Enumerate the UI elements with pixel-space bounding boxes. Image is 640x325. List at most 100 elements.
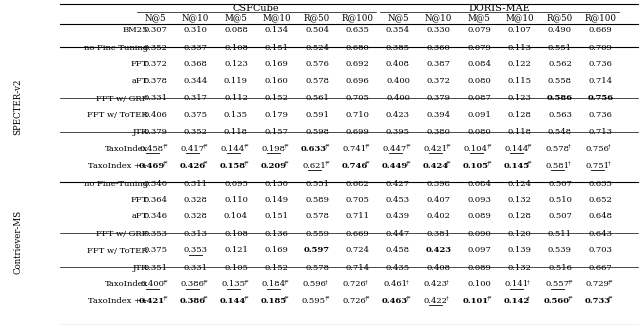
Text: 0.408: 0.408 — [426, 264, 451, 272]
Text: 0.307: 0.307 — [143, 26, 167, 34]
Text: 0.149: 0.149 — [264, 196, 289, 204]
Text: †*: †* — [284, 279, 289, 284]
Text: JTR: JTR — [132, 264, 148, 272]
Text: 0.461: 0.461 — [383, 280, 407, 289]
Text: 0.179: 0.179 — [264, 111, 289, 119]
Text: 0.337: 0.337 — [184, 44, 207, 52]
Text: 0.108: 0.108 — [224, 230, 248, 238]
Text: †*: †* — [203, 160, 209, 165]
Text: 0.139: 0.139 — [508, 246, 531, 254]
Text: 0.578: 0.578 — [305, 77, 329, 85]
Text: †*: †* — [284, 160, 289, 165]
Text: 0.576: 0.576 — [305, 60, 329, 69]
Text: M@10: M@10 — [262, 14, 291, 22]
Text: 0.458: 0.458 — [386, 246, 410, 254]
Text: †*: †* — [163, 296, 168, 301]
Text: 0.597: 0.597 — [304, 246, 330, 254]
Text: 0.141: 0.141 — [504, 280, 529, 289]
Text: 0.426: 0.426 — [179, 162, 205, 170]
Text: 0.104: 0.104 — [224, 213, 248, 220]
Text: R@50: R@50 — [547, 14, 573, 22]
Text: 0.375: 0.375 — [143, 246, 167, 254]
Text: 0.510: 0.510 — [548, 196, 572, 204]
Text: 0.091: 0.091 — [467, 111, 491, 119]
Text: 0.596: 0.596 — [302, 280, 326, 289]
Text: 0.317: 0.317 — [184, 95, 207, 102]
Text: no Fine-Tuning: no Fine-Tuning — [84, 179, 148, 188]
Text: 0.313: 0.313 — [184, 230, 207, 238]
Text: †*: †* — [608, 279, 614, 284]
Text: 0.699: 0.699 — [346, 128, 369, 136]
Text: †: † — [527, 296, 530, 301]
Text: 0.458: 0.458 — [140, 145, 164, 153]
Text: FFT w/ GRF: FFT w/ GRF — [97, 230, 148, 238]
Text: BM25: BM25 — [123, 26, 148, 34]
Text: 0.449: 0.449 — [382, 162, 408, 170]
Text: 0.328: 0.328 — [184, 213, 207, 220]
Text: 0.311: 0.311 — [184, 179, 207, 188]
Text: †*: †* — [446, 160, 451, 165]
Text: †*: †* — [203, 144, 209, 149]
Text: aFT: aFT — [132, 77, 148, 85]
Text: Contriever-MS: Contriever-MS — [13, 210, 22, 274]
Text: 0.344: 0.344 — [184, 77, 207, 85]
Text: 0.368: 0.368 — [184, 60, 207, 69]
Text: 0.539: 0.539 — [548, 246, 572, 254]
Text: 0.643: 0.643 — [589, 230, 612, 238]
Text: SPECTER-v2: SPECTER-v2 — [13, 79, 22, 135]
Text: R@100: R@100 — [342, 14, 374, 22]
Text: 0.375: 0.375 — [184, 111, 207, 119]
Text: 0.185: 0.185 — [260, 297, 287, 305]
Text: 0.169: 0.169 — [264, 246, 289, 254]
Text: 0.346: 0.346 — [143, 213, 167, 220]
Text: 0.400: 0.400 — [386, 77, 410, 85]
Text: 0.079: 0.079 — [467, 44, 491, 52]
Text: 0.151: 0.151 — [264, 44, 289, 52]
Text: 0.402: 0.402 — [427, 213, 451, 220]
Text: CSFCube: CSFCube — [233, 4, 280, 13]
Text: †*: †* — [365, 160, 371, 165]
Text: 0.364: 0.364 — [143, 196, 167, 204]
Text: 0.128: 0.128 — [508, 213, 531, 220]
Text: †*: †* — [608, 296, 614, 301]
Text: 0.435: 0.435 — [386, 264, 410, 272]
Text: 0.118: 0.118 — [224, 128, 248, 136]
Text: †*: †* — [203, 279, 209, 284]
Text: 0.680: 0.680 — [346, 44, 369, 52]
Text: 0.463: 0.463 — [382, 297, 408, 305]
Text: †*: †* — [406, 144, 411, 149]
Text: 0.158: 0.158 — [220, 162, 246, 170]
Text: 0.751: 0.751 — [586, 162, 609, 170]
Text: †: † — [568, 144, 570, 149]
Text: 0.439: 0.439 — [386, 213, 410, 220]
Text: 0.135: 0.135 — [221, 280, 245, 289]
Text: 0.353: 0.353 — [184, 246, 207, 254]
Text: 0.132: 0.132 — [508, 196, 531, 204]
Text: 0.124: 0.124 — [508, 179, 531, 188]
Text: 0.360: 0.360 — [427, 44, 451, 52]
Text: 0.097: 0.097 — [467, 246, 491, 254]
Text: 0.385: 0.385 — [386, 44, 410, 52]
Text: 0.424: 0.424 — [422, 162, 449, 170]
Text: no Fine-Tuning: no Fine-Tuning — [84, 44, 148, 52]
Text: aFT: aFT — [132, 213, 148, 220]
Text: 0.340: 0.340 — [143, 179, 167, 188]
Text: 0.692: 0.692 — [346, 60, 369, 69]
Text: †*: †* — [486, 160, 492, 165]
Text: †*: †* — [243, 279, 249, 284]
Text: †*: †* — [203, 296, 209, 301]
Text: 0.079: 0.079 — [467, 26, 491, 34]
Text: JTR: JTR — [132, 128, 148, 136]
Text: FFT: FFT — [131, 60, 148, 69]
Text: 0.726: 0.726 — [342, 280, 366, 289]
Text: 0.490: 0.490 — [548, 26, 572, 34]
Text: 0.112: 0.112 — [224, 95, 248, 102]
Text: 0.447: 0.447 — [383, 145, 407, 153]
Text: 0.120: 0.120 — [508, 230, 531, 238]
Text: 0.714: 0.714 — [346, 264, 369, 272]
Text: 0.427: 0.427 — [386, 179, 410, 188]
Text: 0.703: 0.703 — [589, 246, 612, 254]
Text: 0.713: 0.713 — [589, 128, 612, 136]
Text: 0.578: 0.578 — [545, 145, 569, 153]
Text: 0.378: 0.378 — [143, 77, 167, 85]
